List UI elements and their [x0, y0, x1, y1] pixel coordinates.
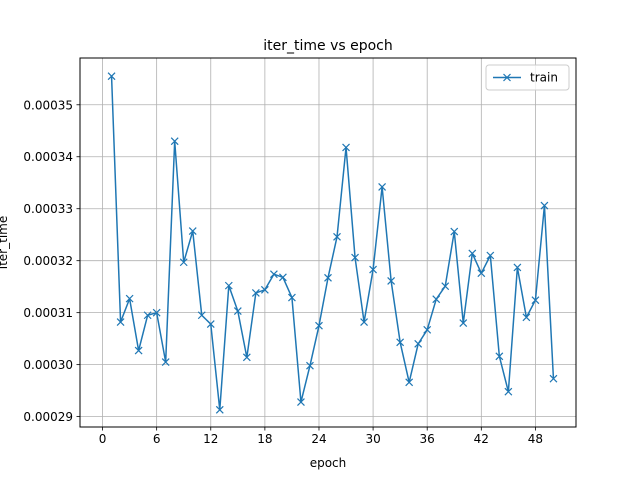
data-point: [107, 72, 116, 81]
plot-frame: [79, 57, 577, 428]
data-point: [125, 294, 134, 303]
data-point: [143, 311, 152, 320]
data-point: [342, 143, 350, 152]
data-point: [405, 378, 414, 387]
data-point: [152, 308, 161, 317]
y-tick-label: 0.00032: [23, 254, 73, 268]
x-axis-label: epoch: [310, 456, 347, 470]
data-point: [170, 137, 179, 146]
x-tick-label: 0: [99, 432, 107, 446]
data-point: [441, 282, 450, 291]
y-tick-label: 0.00029: [23, 410, 73, 424]
series-layer: [107, 72, 558, 414]
data-point: [269, 270, 278, 279]
legend-marker-icon: [503, 73, 511, 82]
data-point: [468, 249, 477, 258]
y-tick-label: 0.00030: [23, 358, 73, 372]
x-tick-label: 12: [203, 432, 218, 446]
data-point: [513, 263, 522, 272]
data-point: [333, 232, 341, 241]
data-point: [504, 387, 513, 396]
data-point: [531, 296, 540, 305]
data-point: [116, 318, 125, 326]
data-point: [134, 346, 143, 355]
legend-box: [485, 64, 570, 91]
data-point: [297, 398, 305, 406]
data-point: [387, 277, 396, 285]
data-point: [549, 374, 558, 383]
data-point: [251, 288, 260, 297]
data-point: [459, 319, 468, 327]
data-point: [306, 361, 314, 370]
y-axis-label: iter_time: [0, 216, 10, 269]
data-point: [369, 265, 378, 274]
legend: train: [485, 64, 570, 91]
legend-label: train: [530, 71, 558, 85]
data-point: [206, 320, 215, 329]
y-tick-label: 0.00033: [23, 202, 73, 216]
data-point: [197, 311, 206, 320]
data-point: [423, 325, 432, 334]
data-point: [288, 293, 296, 302]
series-line: [110, 76, 555, 411]
data-point: [324, 273, 332, 282]
data-point: [224, 281, 233, 290]
x-tick-label: 30: [365, 432, 380, 446]
y-tick-label: 0.00031: [23, 306, 73, 320]
data-point: [242, 353, 251, 362]
data-point: [315, 321, 323, 330]
data-point: [260, 285, 269, 294]
data-point: [522, 313, 531, 322]
x-tick-label: 48: [528, 432, 543, 446]
x-tick-label: 36: [420, 432, 435, 446]
data-point: [351, 253, 359, 262]
x-tick-label: 24: [311, 432, 326, 446]
data-point: [161, 358, 170, 366]
x-tick-label: 42: [474, 432, 489, 446]
chart-title: iter_time vs epoch: [263, 38, 393, 54]
data-point: [414, 339, 423, 348]
data-point: [378, 182, 387, 191]
x-tick-label: 6: [153, 432, 161, 446]
data-point: [486, 251, 495, 260]
y-tick-label: 0.00035: [23, 98, 73, 112]
data-point: [495, 352, 504, 361]
data-point: [215, 405, 224, 414]
grid: [80, 58, 576, 427]
data-point: [450, 227, 459, 236]
data-point: [432, 295, 441, 304]
data-point: [179, 258, 188, 267]
y-tick-label: 0.00034: [23, 150, 73, 164]
data-point: [396, 338, 405, 347]
data-point: [233, 307, 242, 316]
x-tick-label: 18: [257, 432, 272, 446]
data-point: [188, 227, 197, 235]
ticks: 0 6 12 18 24 30 36 42 48 0.00029 0.00030 0.00031 0.0…: [23, 98, 543, 446]
data-point: [540, 201, 549, 210]
data-point: [360, 318, 368, 326]
data-point: [477, 269, 486, 278]
data-point: [278, 273, 287, 282]
